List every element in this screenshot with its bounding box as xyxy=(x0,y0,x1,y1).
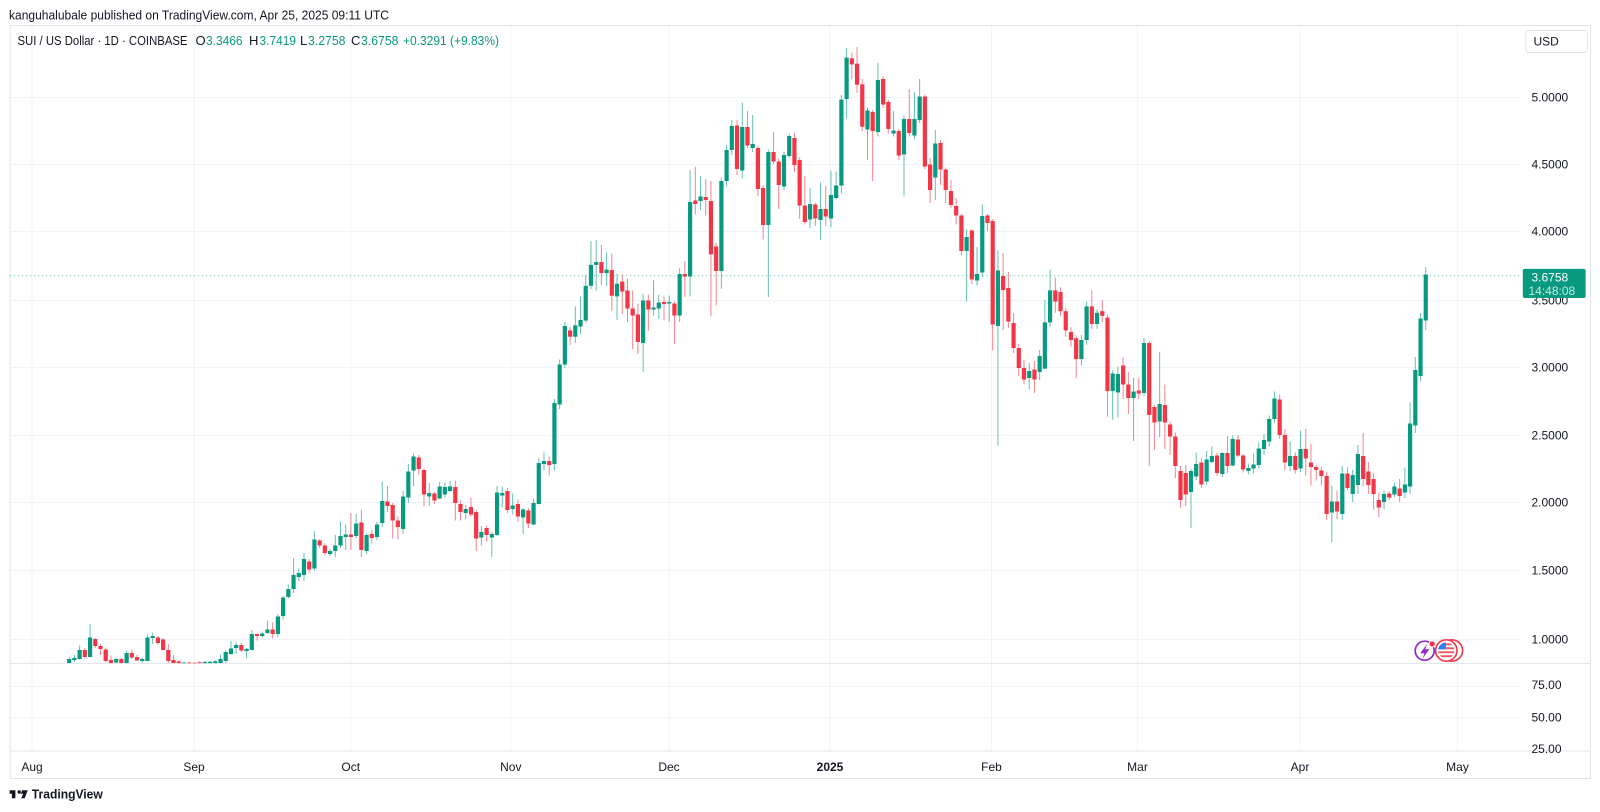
svg-text:3.0000: 3.0000 xyxy=(1532,361,1569,375)
svg-text:kanguhalubale published on Tra: kanguhalubale published on TradingView.c… xyxy=(9,8,389,23)
svg-text:TradingView: TradingView xyxy=(32,787,103,801)
svg-text:3.2758: 3.2758 xyxy=(308,33,346,48)
svg-text:3.6758: 3.6758 xyxy=(1532,270,1569,284)
svg-text:Oct: Oct xyxy=(341,760,360,774)
svg-text:L: L xyxy=(300,33,307,48)
svg-text:+0.3291 (+9.83%): +0.3291 (+9.83%) xyxy=(403,33,499,48)
svg-text:1.0000: 1.0000 xyxy=(1532,633,1569,647)
svg-text:1.5000: 1.5000 xyxy=(1532,564,1569,578)
svg-text:25.00: 25.00 xyxy=(1532,742,1562,756)
svg-text:Sep: Sep xyxy=(183,760,205,774)
svg-text:75.00: 75.00 xyxy=(1532,678,1562,692)
svg-text:May: May xyxy=(1446,760,1469,774)
svg-text:4.5000: 4.5000 xyxy=(1532,158,1569,172)
svg-text:Nov: Nov xyxy=(500,760,521,774)
svg-text:O: O xyxy=(196,33,206,48)
svg-text:3.6758: 3.6758 xyxy=(361,33,399,48)
svg-text:H: H xyxy=(249,33,258,48)
svg-text:Dec: Dec xyxy=(658,760,679,774)
svg-text:Mar: Mar xyxy=(1127,760,1148,774)
svg-text:14:48:08: 14:48:08 xyxy=(1529,284,1576,298)
svg-text:2.5000: 2.5000 xyxy=(1532,429,1569,443)
svg-text:C: C xyxy=(351,33,360,48)
svg-text:2.0000: 2.0000 xyxy=(1532,496,1569,510)
svg-text:3.7419: 3.7419 xyxy=(260,33,297,48)
svg-text:4.0000: 4.0000 xyxy=(1532,225,1569,239)
svg-text:USD: USD xyxy=(1534,35,1560,49)
svg-text:SUI / US Dollar · 1D · COINBAS: SUI / US Dollar · 1D · COINBASE xyxy=(18,33,188,48)
svg-text:Feb: Feb xyxy=(981,760,1002,774)
svg-text:2025: 2025 xyxy=(817,760,844,774)
svg-text:5.0000: 5.0000 xyxy=(1532,91,1569,105)
svg-text:50.00: 50.00 xyxy=(1532,711,1562,725)
svg-text:Aug: Aug xyxy=(21,760,42,774)
svg-text:Apr: Apr xyxy=(1291,760,1310,774)
svg-text:3.3466: 3.3466 xyxy=(206,33,243,48)
